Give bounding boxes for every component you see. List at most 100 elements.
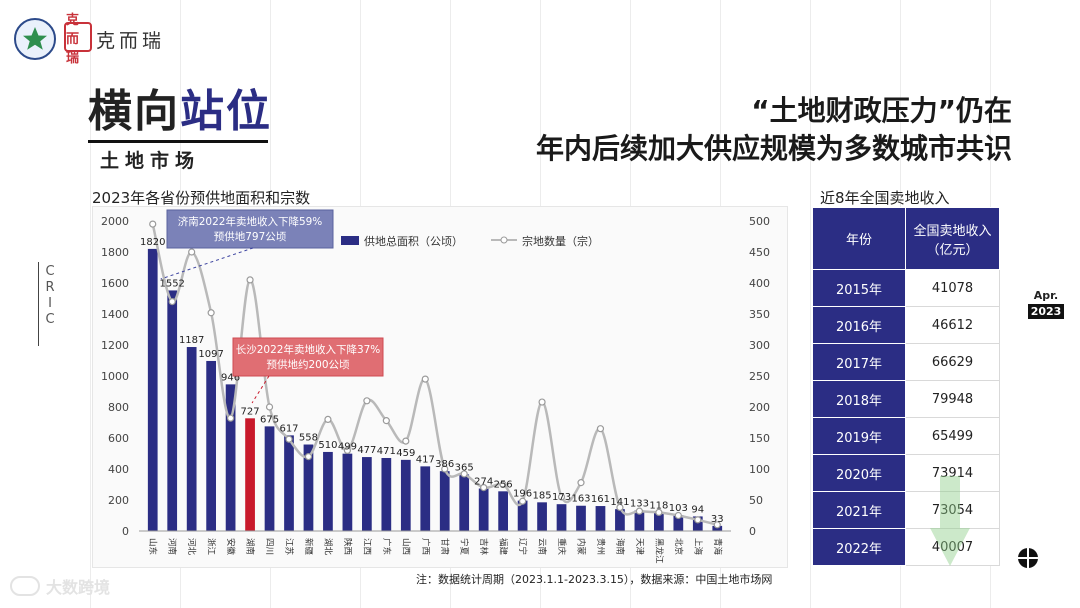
bar — [673, 515, 684, 531]
bar-data-label: 173 — [552, 492, 571, 503]
chart-area: 0 200 400 600 800 1000 1200 1400 1600 1800 2000 0 50… — [92, 206, 788, 568]
bar — [225, 384, 236, 531]
bar — [556, 504, 567, 531]
bar-data-label: 558 — [299, 433, 318, 444]
bar — [362, 457, 372, 531]
x-tick-label: 浙江 — [206, 538, 217, 556]
header-year: 年份 — [812, 207, 906, 270]
seal-text: 克而瑞 — [66, 12, 80, 66]
annotation-box-changsha — [232, 337, 384, 377]
y-tick-label: 600 — [108, 432, 129, 445]
bar — [439, 471, 450, 531]
x-tick-label: 山西 — [400, 538, 411, 555]
headline-line2: 年内后续加大供应规模为多数城市共识 — [535, 132, 1012, 165]
row-year: 2017年 — [812, 343, 906, 381]
count-point — [557, 493, 566, 501]
count-point — [343, 446, 351, 454]
legend-bar-swatch — [341, 236, 359, 245]
bar — [634, 510, 645, 531]
row-year: 2015年 — [812, 269, 906, 307]
count-point — [246, 276, 254, 284]
y2-tick-label: 100 — [749, 463, 770, 476]
bar — [400, 459, 411, 531]
x-tick-label: 江苏 — [284, 538, 295, 556]
bar-data-label: 675 — [260, 414, 279, 425]
bar-data-label: 727 — [241, 406, 260, 417]
count-point — [655, 508, 663, 516]
count-point — [480, 484, 488, 492]
bar — [478, 488, 489, 531]
annotation-leader — [160, 247, 254, 280]
bar-data-label: 1552 — [159, 278, 184, 289]
x-tick-label: 北京 — [673, 538, 684, 555]
bar-data-label: 386 — [435, 459, 454, 470]
row-year: 2018年 — [812, 380, 906, 418]
bar — [284, 435, 294, 531]
crosshair-icon — [1018, 548, 1038, 568]
row-year: 2022年 — [812, 528, 906, 566]
header-value: 全国卖地收入（亿元） — [905, 207, 1000, 270]
bar-data-label: 499 — [338, 442, 357, 453]
annotation-box-jinan — [166, 209, 334, 249]
count-point — [304, 453, 313, 461]
x-tick-label: 广西 — [420, 538, 431, 555]
date-year: 2023 — [1028, 304, 1064, 319]
x-tick-label: 江西 — [361, 538, 371, 555]
bar — [420, 466, 431, 531]
y-tick-label: 2000 — [101, 215, 129, 228]
count-point — [616, 503, 624, 512]
y-tick-label: 0 — [122, 525, 129, 538]
bar-data-label: 617 — [279, 423, 298, 434]
land-revenue-table: 年份 全国卖地收入（亿元） 2015年 41078 2016年 46612 2017… — [812, 207, 1000, 566]
bar-data-label: 196 — [513, 489, 532, 500]
bar-data-label: 141 — [610, 497, 629, 508]
date-badge: Apr. 2023 — [1028, 289, 1064, 319]
count-point — [149, 220, 157, 228]
x-tick-label: 云南 — [537, 538, 548, 555]
bar — [692, 516, 703, 531]
y2-tick-label: 150 — [749, 432, 770, 445]
title-part2: 站位 — [180, 86, 272, 137]
count-point — [519, 497, 527, 505]
side-label: C R I C — [40, 264, 60, 328]
count-point — [674, 511, 682, 520]
x-tick-label: 辽宁 — [517, 538, 528, 555]
count-point — [577, 479, 585, 487]
row-value: 73054 — [905, 491, 1000, 529]
y2-tick-label: 50 — [749, 494, 763, 507]
side-letter: R — [45, 280, 55, 295]
row-year: 2020年 — [812, 454, 906, 492]
x-tick-label: 新疆 — [303, 538, 314, 556]
x-tick-label: 山东 — [147, 538, 158, 555]
table-header-row: 年份 全国卖地收入（亿元） — [812, 207, 1000, 270]
bar-data-label: 477 — [357, 445, 376, 456]
footnote: 注：数据统计周期（2023.1.1-2023.3.15），数据来源：中国土地市场… — [416, 573, 773, 586]
bar — [245, 418, 255, 531]
x-tick-label: 上海 — [692, 538, 703, 556]
row-year: 2016年 — [812, 306, 906, 344]
page-subtitle: 土地市场 — [100, 150, 201, 172]
bar — [517, 500, 528, 531]
y-tick-label: 1200 — [101, 339, 129, 352]
watermark: 大数跨境 — [10, 574, 110, 598]
table-row: 2020年 73914 — [812, 454, 1000, 492]
table-row: 2015年 41078 — [812, 269, 1000, 307]
side-label-rule — [38, 262, 39, 346]
bar-data-label: 417 — [416, 454, 435, 465]
y2-tick-label: 250 — [749, 370, 770, 383]
bar-data-label: 163 — [571, 494, 590, 505]
count-point — [441, 465, 449, 473]
bar-data-label: 1187 — [179, 335, 204, 346]
date-month: Apr. — [1033, 289, 1059, 302]
y2-tick-label: 200 — [749, 401, 770, 414]
y2-tick-label: 500 — [749, 215, 770, 228]
bar — [342, 453, 353, 531]
y-tick-label: 1000 — [101, 370, 129, 383]
count-point — [227, 414, 235, 422]
chart-title: 2023年各省份预供地面积和宗数 — [92, 189, 311, 207]
x-tick-label: 宁夏 — [459, 538, 470, 556]
brand-seal: 克而瑞 — [64, 13, 92, 66]
count-point — [265, 403, 274, 411]
count-point — [363, 397, 371, 405]
row-year: 2021年 — [812, 491, 906, 529]
